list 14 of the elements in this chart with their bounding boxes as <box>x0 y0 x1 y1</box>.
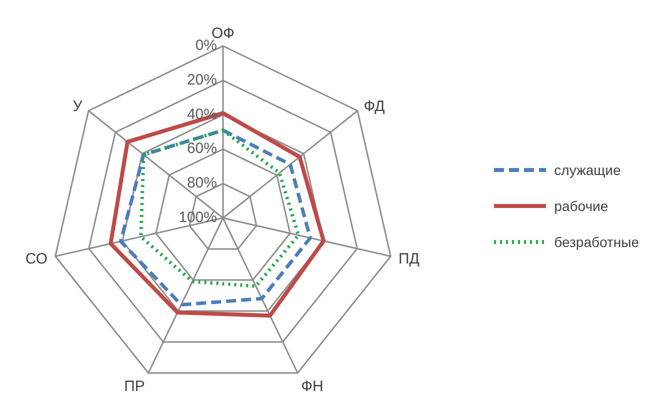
spoke-label: ПД <box>398 250 420 268</box>
legend-label: безработные <box>554 234 639 250</box>
y-tick-label: 60% <box>186 140 217 158</box>
legend-label: служащие <box>554 162 621 178</box>
legend-label: рабочие <box>554 198 608 214</box>
spoke-label: ФД <box>364 98 385 116</box>
spoke-label: ФН <box>301 378 324 395</box>
spoke-label: СО <box>25 250 48 268</box>
spoke-label: У <box>72 98 83 116</box>
y-tick-label: 40% <box>186 106 217 123</box>
spoke-label: ПР <box>124 378 145 395</box>
y-tick-label: 20% <box>186 71 217 88</box>
y-tick-label: 80% <box>186 174 217 192</box>
y-tick-label: 0% <box>195 36 217 54</box>
